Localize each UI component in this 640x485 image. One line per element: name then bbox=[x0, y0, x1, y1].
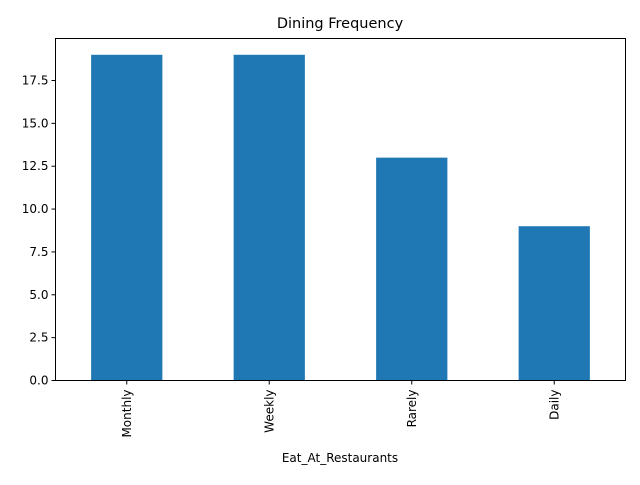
y-tick-label: 10.0 bbox=[22, 202, 49, 216]
y-tick-label: 0.0 bbox=[29, 374, 48, 388]
x-tick-label: Monthly bbox=[120, 390, 134, 438]
x-tick-label: Daily bbox=[547, 390, 561, 420]
x-axis-label: Eat_At_Restaurants bbox=[282, 451, 398, 465]
y-tick-label: 7.5 bbox=[29, 245, 48, 259]
bar-daily bbox=[518, 226, 590, 381]
bars-layer bbox=[91, 54, 590, 381]
bar-weekly bbox=[233, 54, 305, 381]
y-tick-label: 2.5 bbox=[29, 331, 48, 345]
y-axis: 0.0 2.5 5.0 7.5 10.0 12.5 15.0 17.5 bbox=[22, 74, 56, 388]
y-tick-label: 15.0 bbox=[22, 116, 49, 130]
bar-rarely bbox=[376, 157, 448, 381]
plot-frame bbox=[55, 38, 626, 381]
y-tick-label: 12.5 bbox=[22, 159, 49, 173]
bar-monthly bbox=[91, 54, 163, 381]
x-axis: Monthly Weekly Rarely Daily bbox=[120, 380, 561, 438]
y-tick-label: 5.0 bbox=[29, 288, 48, 302]
x-tick-label: Weekly bbox=[262, 390, 276, 433]
chart-title: Dining Frequency bbox=[277, 16, 404, 32]
y-tick-label: 17.5 bbox=[22, 74, 49, 88]
x-tick-label: Rarely bbox=[405, 390, 419, 428]
